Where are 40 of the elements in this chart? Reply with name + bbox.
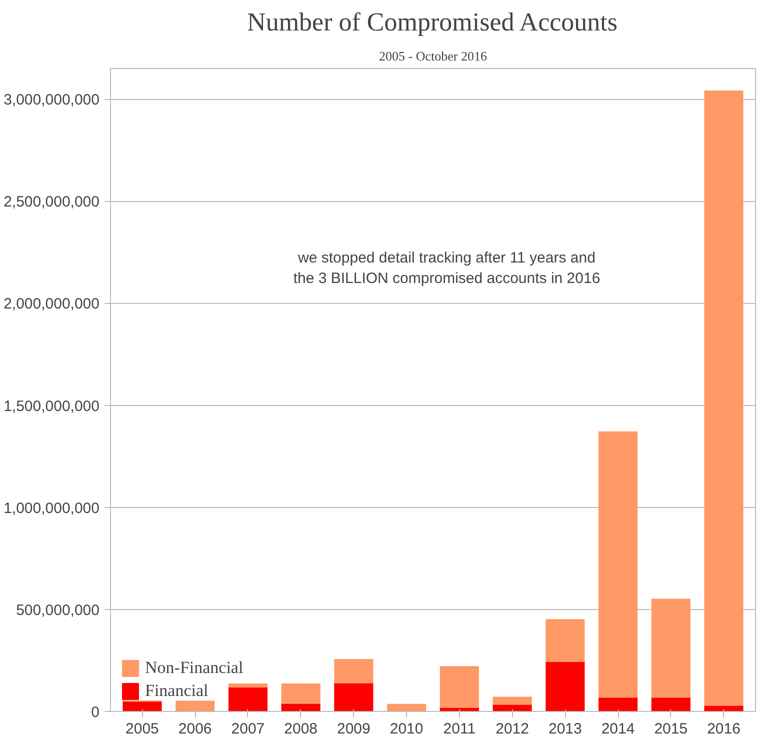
bar bbox=[651, 598, 690, 698]
x-tick-label: 2005 bbox=[126, 720, 159, 738]
y-tick-label: 3,000,000,000 bbox=[4, 92, 100, 109]
x-tick-label: 2008 bbox=[284, 720, 318, 738]
x-tick-label: 2013 bbox=[548, 720, 582, 738]
x-tick-label: 2007 bbox=[231, 720, 265, 738]
x-tick-label: 2014 bbox=[601, 720, 635, 738]
bar bbox=[651, 696, 690, 712]
x-tick-label: 2010 bbox=[390, 720, 424, 738]
x-tick-label: 2009 bbox=[337, 720, 370, 738]
bar bbox=[334, 682, 374, 712]
x-tick-label: 2012 bbox=[496, 720, 529, 738]
y-tick-label: 2,500,000,000 bbox=[4, 194, 100, 211]
bar bbox=[598, 696, 638, 712]
chart-title: Number of Compromised Accounts bbox=[247, 8, 618, 36]
bar bbox=[281, 683, 320, 704]
bar bbox=[334, 658, 374, 684]
bar bbox=[440, 666, 479, 708]
bar bbox=[492, 696, 532, 705]
x-tick-label: 2015 bbox=[654, 720, 688, 738]
bar bbox=[228, 686, 268, 712]
bar bbox=[598, 431, 638, 698]
bar bbox=[387, 704, 426, 712]
bar bbox=[704, 90, 744, 706]
legend-label: Financial bbox=[145, 681, 208, 701]
bar bbox=[228, 683, 268, 688]
y-tick-label: 1,000,000,000 bbox=[4, 500, 100, 517]
annotation: we stopped detail tracking after 11 years and the 3 BILLION compromised accounts in 2016 bbox=[293, 250, 600, 288]
chart-subtitle: 2005 - October 2016 bbox=[379, 48, 488, 64]
x-tick-label: 2011 bbox=[443, 720, 476, 738]
bar bbox=[176, 700, 215, 712]
x-tick-label: 2016 bbox=[707, 720, 740, 738]
bar bbox=[546, 619, 585, 662]
y-tick-label: 0 bbox=[91, 704, 100, 721]
legend-label: Non-Financial bbox=[145, 658, 244, 678]
y-tick-label: 500,000,000 bbox=[16, 602, 100, 619]
bar bbox=[546, 660, 585, 712]
y-tick-label: 2,000,000,000 bbox=[4, 296, 100, 313]
y-tick-label: 1,500,000,000 bbox=[4, 398, 100, 415]
x-tick-label: 2006 bbox=[178, 720, 212, 738]
